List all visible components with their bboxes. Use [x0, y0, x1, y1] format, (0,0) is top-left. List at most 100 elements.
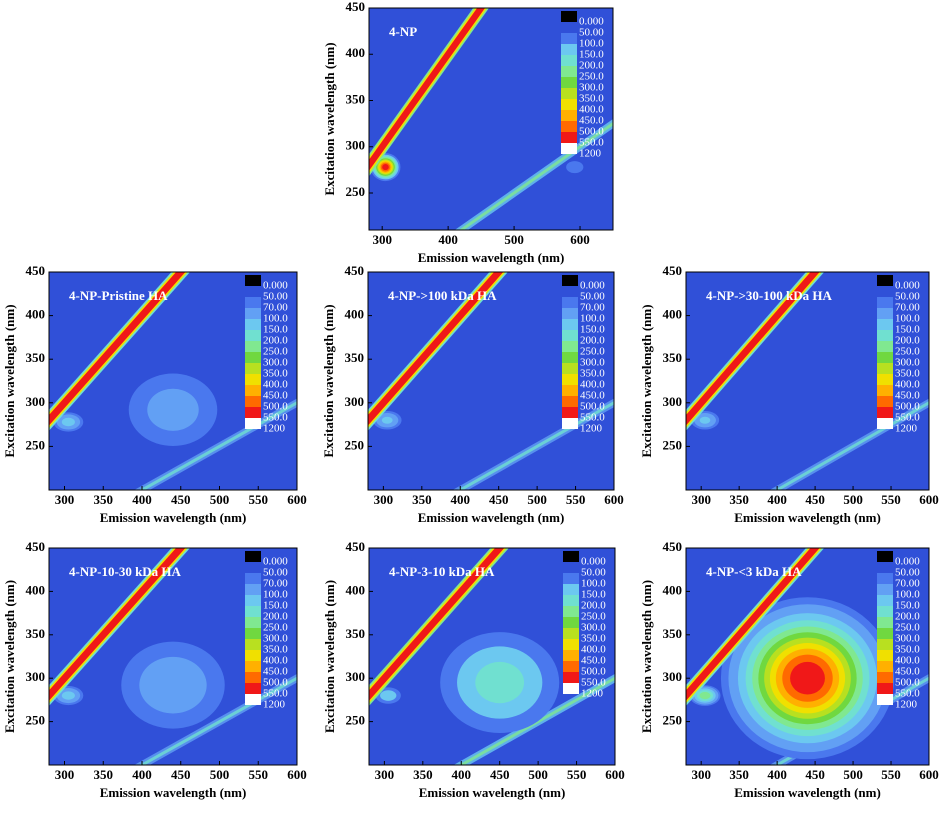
colorbar-block	[877, 341, 893, 352]
colorbar-label: 200.0	[895, 335, 920, 347]
colorbar-label: 0.000	[895, 556, 920, 568]
y-tick-label: 450	[26, 263, 46, 278]
colorbar-block	[561, 132, 577, 143]
colorbar-block	[563, 595, 579, 606]
rayleigh-scatter	[686, 548, 822, 704]
x-tick-label: 500	[210, 492, 230, 507]
colorbar-block	[562, 297, 578, 308]
colorbar-block	[877, 363, 893, 374]
y-tick-label: 350	[346, 626, 366, 641]
colorbar-block	[561, 121, 577, 132]
colorbar-label: 100.0	[263, 589, 288, 601]
colorbar-block	[563, 573, 579, 584]
colorbar-block	[245, 352, 261, 363]
colorbar-block	[561, 143, 577, 154]
colorbar-label: 200.0	[581, 600, 606, 612]
colorbar-label: 450.0	[895, 666, 920, 678]
colorbar-label: 50.00	[895, 291, 920, 303]
x-tick-label: 600	[287, 767, 307, 782]
y-axis-label: Excitation wavelength (nm)	[322, 580, 337, 733]
colorbar-label: 70.00	[263, 302, 288, 314]
y-tick-label: 350	[346, 91, 366, 106]
colorbar-block	[563, 650, 579, 661]
panel-title: 4-NP	[389, 24, 417, 39]
rayleigh-scatter	[686, 272, 825, 431]
colorbar-block	[245, 606, 261, 617]
x-tick-label: 550	[249, 767, 269, 782]
colorbar-block	[245, 385, 261, 396]
rayleigh-scatter	[368, 272, 508, 431]
colorbar-block	[563, 606, 579, 617]
y-tick-label: 400	[663, 307, 683, 322]
colorbar-label: 500.0	[580, 401, 605, 413]
rayleigh-scatter	[49, 548, 188, 704]
colorbar-block	[563, 628, 579, 639]
colorbar-block	[561, 66, 577, 77]
panel: 4-NP->30-100 kDa HA0.00050.0070.00100.01…	[639, 263, 939, 525]
plot-frame	[48, 547, 298, 766]
colorbar-block	[245, 396, 261, 407]
colorbar-block	[563, 683, 579, 694]
colorbar-block	[563, 661, 579, 672]
x-tick-label: 400	[132, 492, 152, 507]
contour	[382, 164, 389, 171]
colorbar-block	[877, 297, 893, 308]
colorbar-label: 150.0	[263, 324, 288, 336]
plot-area	[369, 8, 613, 230]
second-order-scatter	[453, 673, 615, 765]
contour	[699, 691, 711, 700]
x-tick-label: 450	[489, 492, 509, 507]
x-tick-label: 550	[249, 492, 269, 507]
colorbar-label: 0.000	[580, 280, 605, 292]
x-tick-label: 550	[881, 492, 901, 507]
colorbar-block	[562, 363, 578, 374]
plot-frame	[48, 271, 298, 491]
colorbar-label: 300.0	[581, 622, 606, 634]
colorbar-block	[563, 562, 579, 573]
x-tick-label: 500	[527, 492, 547, 507]
colorbar-label: 200.0	[579, 60, 604, 72]
colorbar-block	[562, 275, 578, 286]
plot-area	[686, 548, 929, 765]
x-tick-label: 400	[767, 767, 787, 782]
colorbar-label: 200.0	[895, 611, 920, 623]
plot-frame	[685, 271, 930, 491]
colorbar-block	[877, 606, 893, 617]
plot-frame	[367, 271, 615, 491]
colorbar-label: 300.0	[895, 357, 920, 369]
colorbar-label: 1200	[581, 688, 604, 700]
y-tick-label: 250	[663, 437, 683, 452]
colorbar-block	[562, 319, 578, 330]
rayleigh-scatter	[49, 272, 191, 431]
colorbar-label: 350.0	[895, 368, 920, 380]
colorbar-block	[877, 595, 893, 606]
y-tick-label: 450	[663, 263, 683, 278]
colorbar-label: 450.0	[580, 390, 605, 402]
colorbar-block	[877, 628, 893, 639]
x-tick-label: 600	[570, 232, 590, 247]
plot-area	[686, 272, 929, 490]
colorbar-block	[561, 110, 577, 121]
colorbar-block	[563, 551, 579, 562]
colorbar-block	[245, 374, 261, 385]
colorbar-block	[562, 352, 578, 363]
panel-title: 4-NP-<3 kDa HA	[706, 564, 802, 579]
colorbar-block	[245, 286, 261, 297]
rayleigh-scatter	[369, 8, 490, 177]
panel: 4-NP-10-30 kDa HA 0.00050.0070.00100.0150…	[2, 539, 307, 800]
colorbar-block	[562, 374, 578, 385]
colorbar-label: 1200	[579, 148, 602, 160]
y-tick-label: 300	[346, 669, 366, 684]
colorbar-block	[245, 418, 261, 429]
colorbar-label: 0.000	[263, 280, 288, 292]
x-axis-label: Emission wavelength (nm)	[100, 510, 247, 525]
colorbar-block	[561, 33, 577, 44]
second-order-scatter	[138, 401, 297, 490]
colorbar-label: 550.0	[895, 412, 920, 424]
x-tick-label: 400	[132, 767, 152, 782]
colorbar-label: 1200	[580, 423, 603, 435]
y-tick-label: 250	[26, 437, 46, 452]
colorbar-label: 250.0	[581, 611, 606, 623]
x-tick-label: 450	[171, 767, 191, 782]
